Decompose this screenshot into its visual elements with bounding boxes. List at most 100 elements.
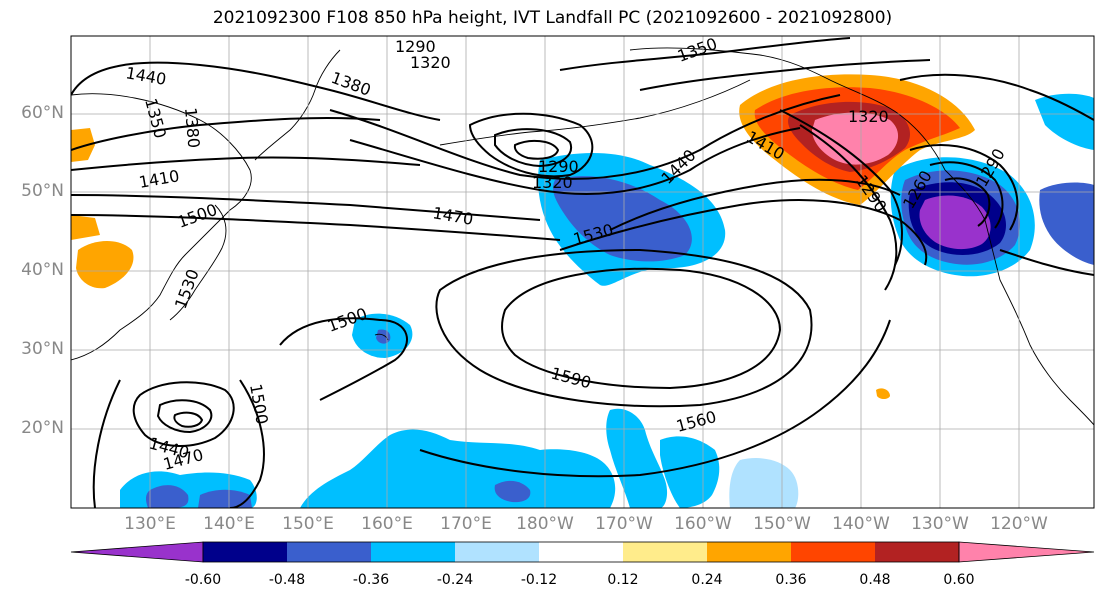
colorbar-tick-label: -0.36: [352, 572, 390, 588]
coast-aleutians: [439, 79, 751, 146]
contour-label: 1290: [538, 157, 579, 176]
graticule: [71, 36, 1094, 508]
lon-label-140e: 140°E: [203, 514, 255, 534]
lon-label-160w: 160°W: [674, 514, 732, 534]
contour-label: 1320: [410, 53, 451, 72]
contour-line: [71, 61, 441, 121]
colorbar-tick-label: -0.12: [520, 572, 558, 588]
contour-line: [349, 127, 801, 195]
contour-line: [419, 319, 891, 478]
ivt-negative-core-northwest: [919, 195, 991, 250]
colorbar-segment: [707, 542, 791, 562]
contour-line: [92, 379, 121, 508]
contour-line: [559, 199, 928, 266]
colorbar-extend-high: [958, 541, 1095, 563]
contour-line: [494, 128, 573, 168]
coast-japan: [169, 204, 227, 321]
lon-label-180w: 180°W: [516, 514, 574, 534]
contour-line: [71, 194, 541, 221]
map-frame: [70, 35, 1095, 509]
coast-north-america: [944, 169, 1094, 426]
contour-line: [501, 267, 782, 390]
coast-alaska: [629, 47, 946, 171]
contour-line: [156, 399, 213, 434]
contour-line: [435, 248, 813, 408]
contour-line: [929, 161, 1004, 229]
ivt-negative-area-tropics-4: [606, 408, 668, 508]
colorbar-segment: [875, 542, 959, 562]
colorbar-segment: [455, 542, 539, 562]
colorbar-segment: [371, 542, 455, 562]
contour-line: [559, 37, 851, 71]
contour-line: [71, 156, 421, 171]
lon-label-120w: 120°W: [990, 514, 1048, 534]
lat-label-60n: 60°N: [21, 103, 64, 123]
ivt-negative-area-tropics-3: [300, 429, 616, 508]
colorbar-segment: [539, 542, 623, 562]
contour-line: [944, 177, 991, 227]
lon-label-130w: 130°W: [911, 514, 969, 534]
colorbar-extend-low: [70, 541, 204, 563]
contour-line: [71, 214, 561, 241]
colorbar-segment: [287, 542, 371, 562]
ivt-positive-area-west-2: [71, 215, 100, 240]
contour-label: 1320: [848, 107, 889, 126]
colorbar-tick-label: 0.60: [943, 572, 975, 588]
lat-label-30n: 30°N: [21, 339, 64, 359]
contour-label: 1320: [532, 173, 573, 192]
contour-line: [71, 116, 381, 151]
lon-label-150w: 150°W: [753, 514, 811, 534]
ivt-negative-area-east-2: [1039, 182, 1094, 265]
ivt-negative-area-tropics-6: [729, 458, 799, 508]
lat-label-50n: 50°N: [21, 181, 64, 201]
ivt-negative-area-tropics-2: [198, 489, 252, 508]
ivt-positive-core-alaska: [812, 112, 899, 165]
contour-line: [468, 112, 594, 178]
contour-line: [779, 109, 903, 266]
contour-line: [513, 139, 560, 160]
lon-label-170w: 170°W: [595, 514, 653, 534]
contour-line: [132, 381, 235, 447]
colorbar-segment: [203, 542, 287, 562]
lon-label-130e: 130°E: [124, 514, 176, 534]
ivt-shading: [71, 74, 1094, 508]
ivt-negative-core-tropics-3: [494, 480, 531, 503]
contour-line: [329, 94, 841, 180]
colorbar-tick-label: 0.36: [775, 572, 807, 588]
colorbar-frame: [202, 541, 960, 563]
height-contours: [71, 37, 1094, 508]
colorbar-tick-label: -0.60: [184, 572, 222, 588]
lon-label-170e: 170°E: [440, 514, 492, 534]
ivt-negative-core-tropics-1: [145, 485, 189, 508]
map-title: 2021092300 F108 850 hPa height, IVT Land…: [212, 8, 893, 28]
colorbar: [70, 541, 1095, 563]
ivt-positive-area-korea: [76, 241, 134, 289]
contour-line: [799, 124, 898, 291]
contour-line: [899, 73, 1094, 121]
ivt-positive-speck: [876, 388, 890, 399]
lat-label-40n: 40°N: [21, 260, 64, 280]
colorbar-segment: [791, 542, 875, 562]
contour-line: [999, 249, 1094, 276]
colorbar-tick-label: 0.48: [859, 572, 891, 588]
ivt-negative-area-east-1: [1035, 93, 1094, 150]
contour-line: [639, 59, 931, 91]
lat-label-20n: 20°N: [21, 418, 64, 438]
colorbar-tick-label: -0.24: [436, 572, 474, 588]
lon-label-140w: 140°W: [832, 514, 890, 534]
contour-label: 1380: [181, 107, 203, 149]
contour-line: [909, 144, 1019, 231]
colorbar-tick-label: -0.48: [268, 572, 306, 588]
contour-line: [279, 317, 408, 401]
ivt-positive-area-west-1: [71, 128, 95, 162]
colorbar-segment: [623, 542, 707, 562]
lon-label-150e: 150°E: [282, 514, 334, 534]
ivt-negative-area-tropics-5: [660, 436, 720, 508]
contour-label: 1290: [395, 37, 436, 56]
colorbar-tick-label: 0.12: [607, 572, 639, 588]
coast-kamchatka: [254, 49, 341, 161]
lon-label-160e: 160°E: [361, 514, 413, 534]
colorbar-tick-label: 0.24: [691, 572, 723, 588]
contour-line: [229, 379, 265, 508]
